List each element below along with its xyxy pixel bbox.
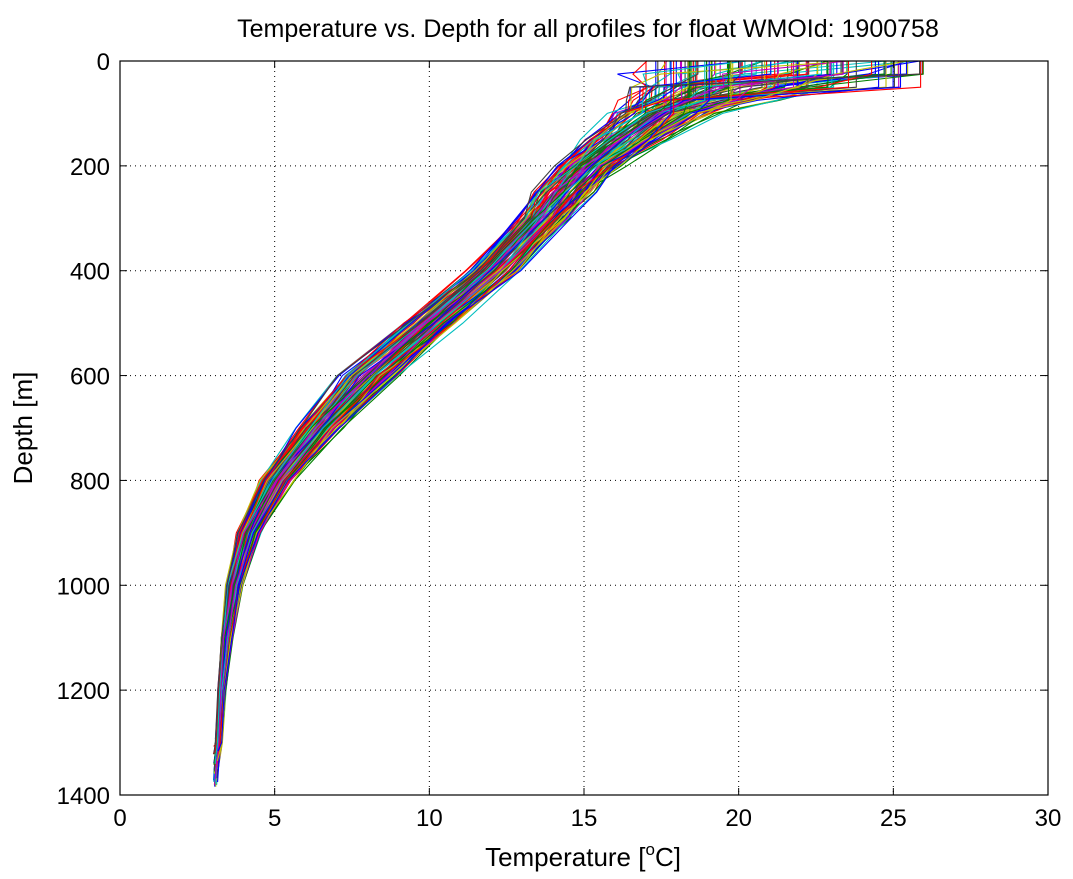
profile-line [213, 61, 697, 782]
profile-line [220, 61, 779, 738]
chart-title: Temperature vs. Depth for all profiles f… [237, 15, 939, 43]
x-axis-label-degree: o [645, 840, 654, 859]
profile-line [220, 61, 892, 740]
profile-line [216, 61, 835, 754]
x-tick-label: 15 [571, 805, 598, 832]
profile-line [217, 61, 710, 783]
x-axis-ticks: 0 5 10 15 20 25 30 [113, 61, 1061, 832]
profile-line [216, 61, 732, 762]
profile-line [213, 61, 779, 775]
profile-line [216, 61, 766, 781]
profile-line [214, 60, 805, 774]
profile-line [219, 61, 789, 735]
profile-line [217, 60, 764, 739]
y-tick-label: 800 [70, 468, 110, 495]
profile-line [219, 61, 776, 734]
profile-line [217, 61, 716, 741]
profile-line [214, 61, 844, 779]
x-tick-label: 10 [416, 805, 443, 832]
x-axis-label: Temperature [oC] [485, 840, 681, 872]
profile-line [218, 61, 857, 741]
profile-line [216, 61, 721, 764]
profile-line [213, 61, 921, 755]
profile-line [218, 61, 753, 740]
profile-line [215, 61, 746, 742]
profile-line [214, 61, 850, 754]
profile-line [217, 61, 800, 738]
profile-line [215, 61, 712, 747]
profile-line [214, 61, 829, 754]
x-tick-label: 25 [880, 805, 907, 832]
profile-line [216, 60, 852, 742]
profile-line [218, 61, 823, 733]
x-tick-label: 20 [725, 805, 752, 832]
profile-line [221, 61, 768, 740]
profile-line [217, 61, 713, 737]
profile-line [216, 61, 734, 771]
x-tick-label: 0 [113, 805, 126, 832]
profile-line [217, 61, 729, 741]
y-tick-label: 1200 [57, 678, 110, 705]
profile-line [216, 61, 731, 746]
x-axis-label-prefix: Temperature [ [485, 842, 646, 872]
profile-line [215, 61, 763, 767]
profile-line [214, 61, 772, 740]
y-tick-label: 1000 [57, 573, 110, 600]
y-tick-label: 1400 [57, 783, 110, 810]
x-tick-label: 30 [1035, 805, 1062, 832]
profile-line [213, 61, 810, 747]
profile-line [216, 61, 832, 747]
y-tick-label: 600 [70, 364, 110, 391]
y-tick-label: 200 [70, 154, 110, 181]
profile-line [213, 61, 757, 780]
x-axis-label-suffix: C] [655, 842, 681, 872]
profile-line [214, 61, 902, 759]
profile-line [215, 61, 708, 777]
profile-line [215, 61, 730, 760]
profile-line [214, 61, 831, 758]
profile-line [215, 61, 795, 765]
profile-line [216, 61, 741, 774]
profile-line [217, 60, 790, 735]
profile-line [220, 61, 797, 737]
profile-line [214, 61, 895, 753]
y-axis-ticks: 0 200 400 600 800 1000 1200 1400 [57, 49, 1048, 810]
profile-line [215, 60, 764, 755]
x-tick-label: 5 [268, 805, 281, 832]
y-axis-label: Depth [m] [8, 372, 38, 485]
y-tick-label: 400 [70, 259, 110, 286]
profile-line [213, 61, 699, 772]
profile-line [216, 61, 730, 757]
profile-line [216, 60, 648, 734]
profile-line [215, 61, 717, 783]
profile-line [217, 61, 672, 752]
profile-line [214, 61, 885, 744]
profile-line [214, 61, 742, 781]
profile-line [217, 61, 819, 746]
profile-line [214, 60, 747, 764]
profile-series-group [212, 60, 924, 787]
profile-line [213, 60, 747, 771]
profile-line [214, 61, 743, 745]
profile-line [216, 61, 675, 768]
y-tick-label: 0 [97, 49, 110, 76]
profile-line [212, 61, 793, 755]
profile-line [215, 61, 706, 784]
profile-line [213, 61, 731, 765]
